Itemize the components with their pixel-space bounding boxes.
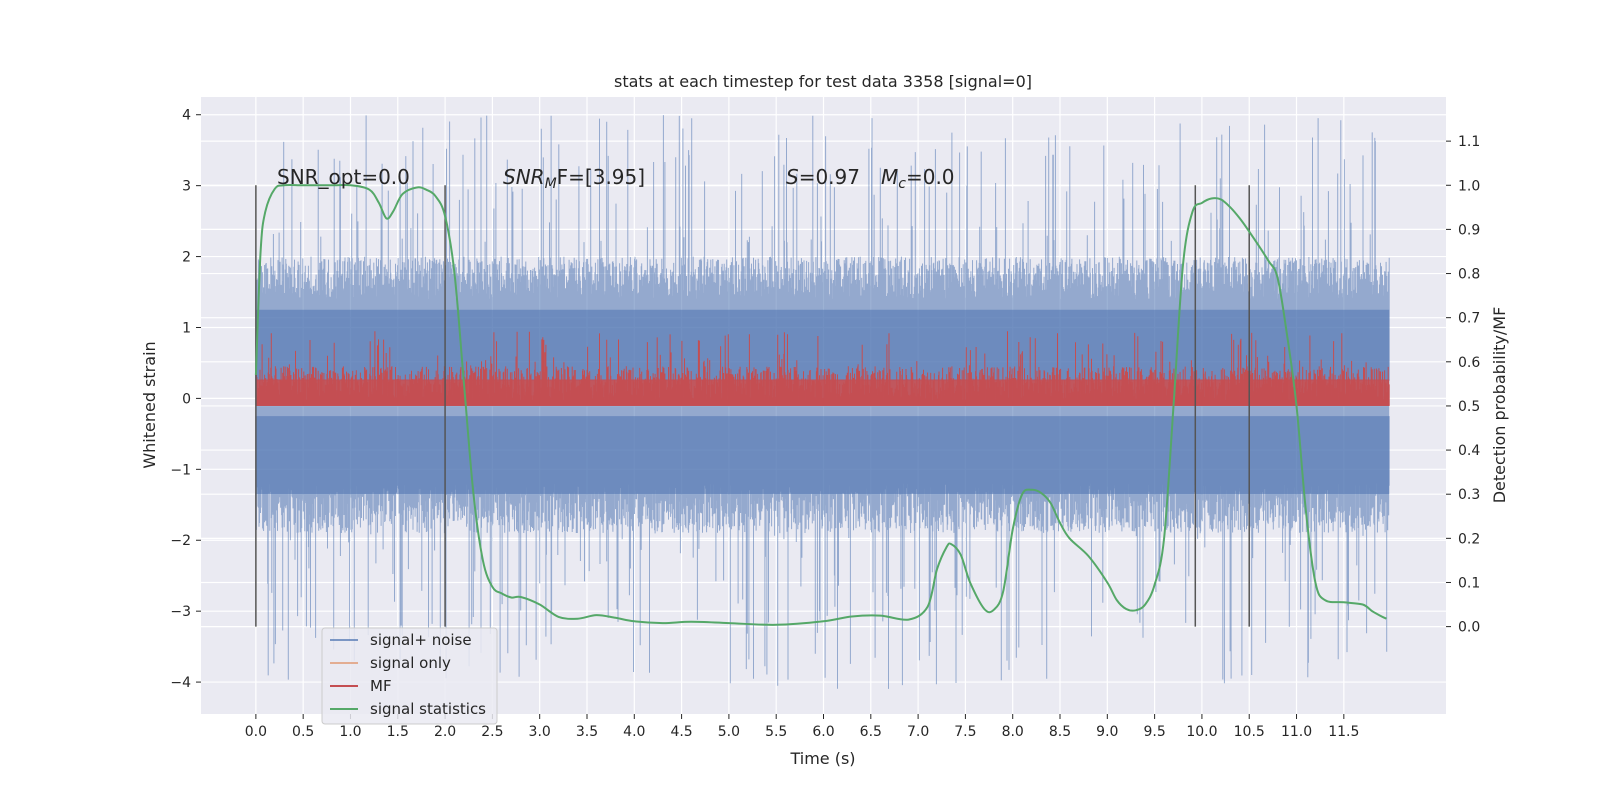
annotation-mc-label: M xyxy=(881,165,898,189)
x-tick-label: 4.0 xyxy=(623,724,645,740)
x-tick-label: 2.0 xyxy=(434,724,456,740)
legend-label-signal-only: signal only xyxy=(370,654,451,672)
x-tick-label: 3.5 xyxy=(576,724,598,740)
x-tick-label: 11.0 xyxy=(1281,724,1312,740)
x-tick-label: 0.0 xyxy=(245,724,267,740)
annotation-snr-mf-main: SNR xyxy=(503,165,545,189)
annotation-snr-mf-tail: F=[3.95] xyxy=(557,165,645,189)
x-tick-label: 1.5 xyxy=(387,724,409,740)
x-tick-label: 8.0 xyxy=(1002,724,1024,740)
x-tick-label: 6.0 xyxy=(812,724,834,740)
y-tick-label: −4 xyxy=(170,675,191,691)
signal-statistics-line xyxy=(254,183,1387,626)
y2-tick-label: 0.0 xyxy=(1458,620,1480,636)
y2-tick-label: 0.9 xyxy=(1458,222,1480,238)
annotation-mc-value: =0.0 xyxy=(906,165,955,189)
annotation-mc-sub: c xyxy=(898,176,906,192)
annotation-mc: Mc=0.0 xyxy=(881,165,955,192)
x-axis-label: Time (s) xyxy=(789,749,855,768)
x-tick-label: 11.5 xyxy=(1328,724,1359,740)
x-tick-label: 10.0 xyxy=(1186,724,1217,740)
x-tick-label: 3.0 xyxy=(529,724,551,740)
y2-tick-label: 0.4 xyxy=(1458,443,1480,459)
y2-tick-label: 0.3 xyxy=(1458,487,1480,503)
y-tick-label: 2 xyxy=(182,250,191,266)
y-tick-label: −3 xyxy=(170,604,191,620)
annotation-s-label: S xyxy=(786,165,799,189)
y2-tick-label: 0.1 xyxy=(1458,575,1480,591)
annotation-s: S=0.97 xyxy=(786,165,860,189)
legend-label-signal-statistics: signal statistics xyxy=(370,700,486,718)
chart-title: stats at each timestep for test data 335… xyxy=(614,72,1032,91)
x-tick-label: 10.5 xyxy=(1234,724,1265,740)
x-tick-label: 5.0 xyxy=(718,724,740,740)
legend-label-signal-noise: signal+ noise xyxy=(370,631,472,649)
x-tick-label: 0.5 xyxy=(292,724,314,740)
y-tick-label: 1 xyxy=(182,320,191,336)
x-tick-label: 7.5 xyxy=(954,724,976,740)
y2-tick-label: 0.7 xyxy=(1458,311,1480,327)
y-tick-label: 3 xyxy=(182,179,191,195)
annotation-snr-mf-sub: M xyxy=(545,176,557,192)
vertical-markers xyxy=(255,185,1250,627)
x-tick-label: 9.0 xyxy=(1096,724,1118,740)
y2-tick-label: 1.0 xyxy=(1458,178,1480,194)
y2-axis-label: Detection probability/MF xyxy=(1490,307,1509,504)
legend: signal+ noise signal only MF signal stat… xyxy=(321,627,498,725)
y2-tick-label: 0.6 xyxy=(1458,355,1480,371)
y2-tick-label: 0.8 xyxy=(1458,267,1480,283)
y-tick-label: −2 xyxy=(170,533,191,549)
x-tick-label: 2.5 xyxy=(481,724,503,740)
y-tick-label: 4 xyxy=(182,108,191,124)
annotation-snr-opt: SNR_opt=0.0 xyxy=(277,165,410,189)
x-tick-label: 4.5 xyxy=(670,724,692,740)
y-tick-label: 0 xyxy=(182,391,191,407)
y2-tick-label: 1.1 xyxy=(1458,134,1480,150)
legend-label-mf: MF xyxy=(370,677,392,695)
signal-statistics-series xyxy=(254,183,1387,626)
x-tick-label: 5.5 xyxy=(765,724,787,740)
annotation-snr-mf: SNRMF=[3.95] xyxy=(503,165,645,192)
y-axis-label: Whitened strain xyxy=(140,341,159,468)
annotation-s-value: =0.97 xyxy=(799,165,860,189)
legend-box xyxy=(321,627,498,725)
axes: 0.0 0.5 1.0 1.5 2.0 2.5 3.0 3.5 4.0 4.5 5.0 5.5 6.0 6… xyxy=(170,108,1480,740)
x-tick-label: 1.0 xyxy=(339,724,361,740)
x-tick-label: 8.5 xyxy=(1049,724,1071,740)
y2-tick-label: 0.2 xyxy=(1458,531,1480,547)
x-tick-label: 6.5 xyxy=(860,724,882,740)
x-tick-label: 9.5 xyxy=(1143,724,1165,740)
x-tick-label: 7.0 xyxy=(907,724,929,740)
y2-tick-label: 0.5 xyxy=(1458,399,1480,415)
y-tick-label: −1 xyxy=(170,462,191,478)
